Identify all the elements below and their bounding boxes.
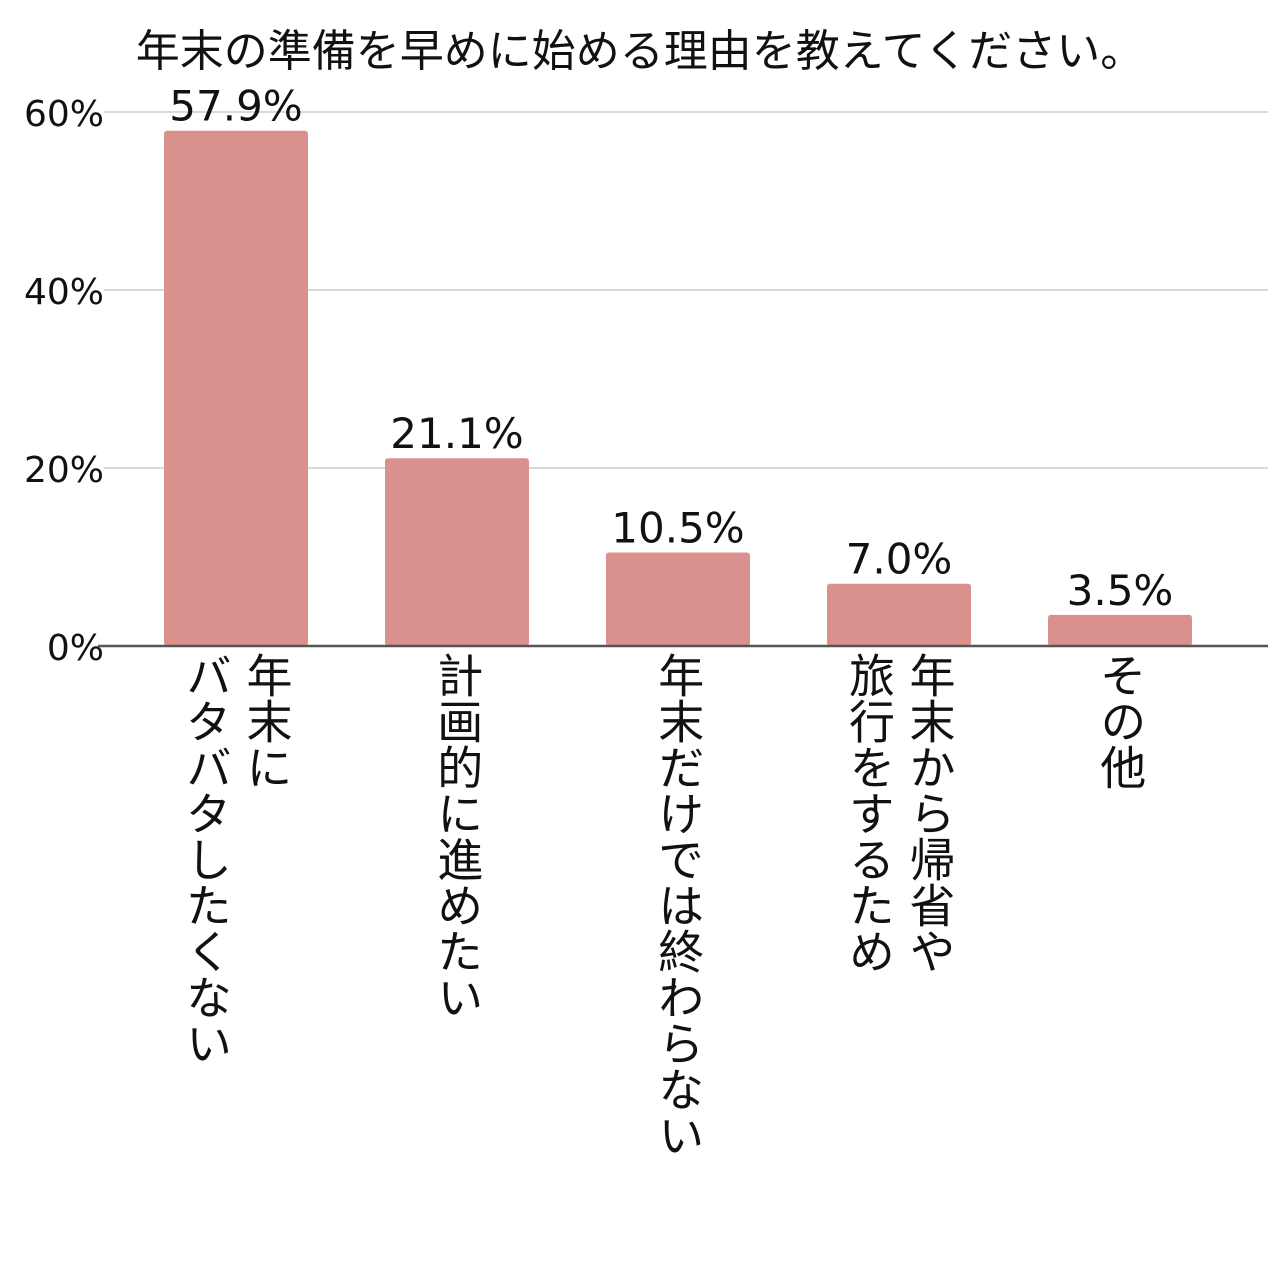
x-tick-label-line: 旅行をするため [842, 652, 896, 974]
y-tick-label: 20% [24, 450, 104, 491]
data-label: 57.9% [169, 82, 302, 131]
data-label: 3.5% [1067, 566, 1174, 615]
bar [164, 130, 308, 646]
data-label: 7.0% [846, 535, 953, 584]
x-tick-label-line: バタバタしたくない [179, 652, 233, 1066]
x-tick-label-line: 年末から帰省や [902, 652, 957, 974]
x-tick-label-line: その他 [1093, 652, 1148, 790]
bar [385, 458, 529, 646]
x-tick-label: 年末から帰省や 旅行をするため [839, 652, 959, 974]
x-tick-label: 年末に バタバタしたくない [176, 652, 296, 1066]
y-tick-label: 60% [24, 94, 104, 135]
x-tick-label-line: 年末に [239, 652, 294, 790]
x-tick-label: 年末だけでは終わらない [618, 652, 738, 1158]
bar [606, 552, 750, 646]
x-tick-label-line: 計画的に進めたい [430, 652, 485, 1020]
bar [827, 583, 971, 646]
data-label: 10.5% [611, 504, 744, 553]
x-tick-label: 計画的に進めたい [397, 652, 517, 1020]
x-tick-label: その他 [1060, 652, 1180, 790]
bar [1048, 614, 1192, 646]
y-tick-label: 0% [47, 628, 104, 669]
x-tick-label-line: 年末だけでは終わらない [651, 652, 706, 1158]
chart-title: 年末の準備を早めに始める理由を教えてください。 [135, 26, 1145, 77]
y-tick-label: 40% [24, 272, 104, 313]
data-label: 21.1% [390, 409, 523, 458]
